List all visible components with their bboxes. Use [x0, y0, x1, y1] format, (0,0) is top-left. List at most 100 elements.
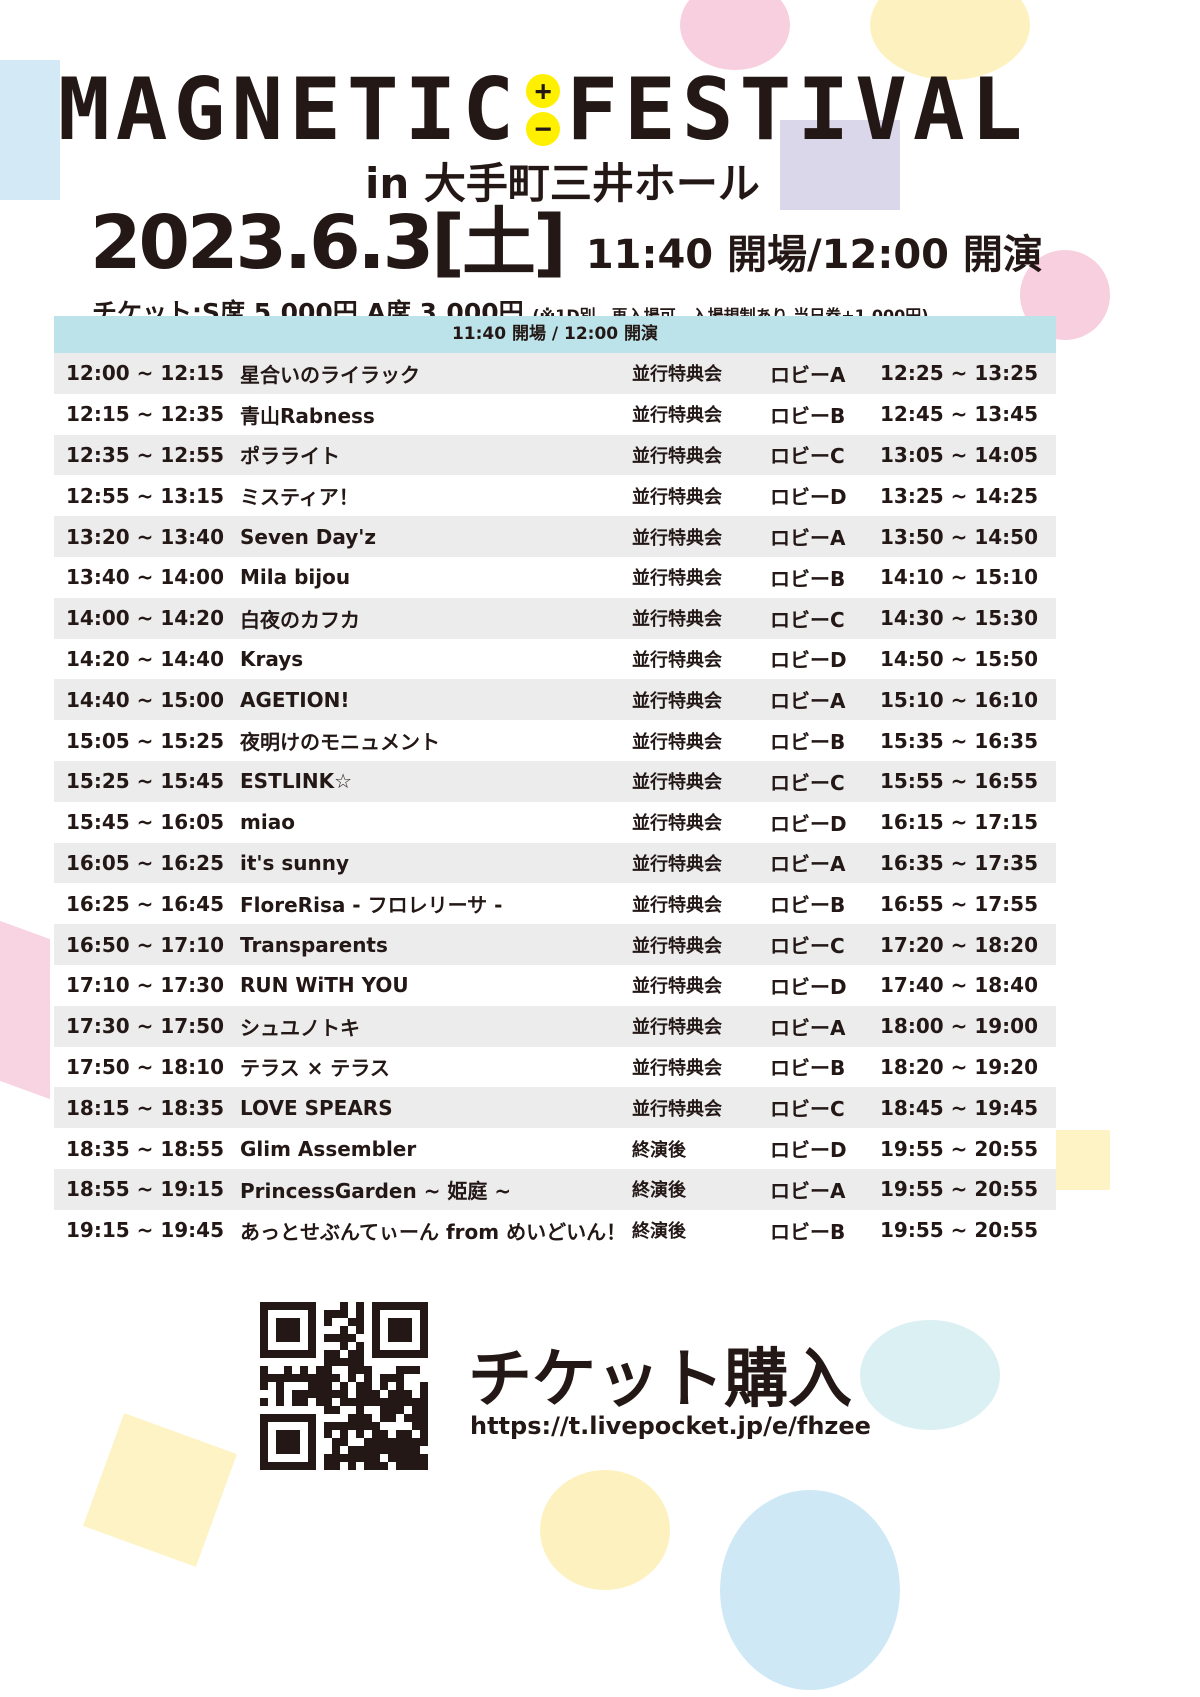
event-type: 並行特典会: [632, 445, 722, 467]
lobby-time: 17:20 ~ 18:20: [880, 932, 1039, 957]
performer: LOVE SPEARS: [240, 1095, 393, 1120]
stage-time: 16:50 ~ 17:10: [66, 932, 225, 957]
table-row: 13:20 ~ 13:40 Seven Day'z 並行特典会 ロビーA 13:50 ~…: [54, 516, 1056, 557]
stage-time: 18:15 ~ 18:35: [66, 1095, 225, 1120]
table-row: 12:00 ~ 12:15 星合いのライラック 並行特典会 ロビーA 12:25 ~ 1…: [54, 353, 1056, 394]
stage-time: 18:35 ~ 18:55: [66, 1136, 225, 1161]
lobby-time: 13:50 ~ 14:50: [880, 524, 1039, 549]
lobby: ロビーD: [770, 974, 847, 999]
lobby: ロビーB: [770, 730, 846, 755]
stage-time: 12:15 ~ 12:35: [66, 402, 225, 427]
stage-time: 15:25 ~ 15:45: [66, 769, 225, 794]
lobby-time: 16:15 ~ 17:15: [880, 810, 1039, 835]
event-type: 並行特典会: [632, 486, 722, 508]
lobby: ロビーD: [770, 648, 847, 673]
event-type: 終演後: [632, 1221, 686, 1243]
table-row: 17:10 ~ 17:30 RUN WiTH YOU 並行特典会 ロビーD 17:40 …: [54, 964, 1056, 1006]
lobby-time: 15:35 ~ 16:35: [880, 728, 1039, 753]
table-row: 14:00 ~ 14:20 白夜のカフカ 並行特典会 ロビーC 14:30 ~ 15:3…: [54, 597, 1056, 639]
ticket-url[interactable]: https://t.livepocket.jp/e/fhzee: [470, 1412, 871, 1440]
event-type: 並行特典会: [632, 731, 722, 753]
table-row: 15:05 ~ 15:25 夜明けのモニュメント 並行特典会 ロビーB 15:35 ~ …: [54, 720, 1056, 761]
performer: Transparents: [240, 932, 388, 957]
performer: RUN WiTH YOU: [240, 973, 409, 998]
qr-code-icon[interactable]: [260, 1302, 428, 1470]
table-row: 17:50 ~ 18:10 テラス × テラス 並行特典会 ロビーB 18:20 ~ 1…: [54, 1046, 1056, 1088]
lobby: ロビーA: [770, 852, 846, 877]
table-row: 18:55 ~ 19:15 PrincessGarden ~ 姫庭 ~ 終演後 ロビー…: [54, 1168, 1056, 1210]
timetable-header: 11:40 開場 / 12:00 開演: [54, 316, 1056, 353]
event-type: 終演後: [632, 1139, 686, 1161]
lobby-time: 18:20 ~ 19:20: [880, 1054, 1039, 1079]
table-row: 12:35 ~ 12:55 ポラライト 並行特典会 ロビーC 13:05 ~ 14:05: [54, 434, 1056, 476]
magnet-icon: + −: [526, 72, 561, 148]
date-line: 2023.6.3[土] 11:40 開場/12:00 開演: [90, 198, 1170, 288]
lobby: ロビーA: [770, 689, 846, 714]
performer: ミスティア！: [240, 485, 359, 510]
table-row: 18:15 ~ 18:35 LOVE SPEARS 並行特典会 ロビーC 18:45 ~…: [54, 1087, 1056, 1129]
stage-time: 15:45 ~ 16:05: [66, 810, 225, 835]
lobby: ロビーB: [770, 403, 846, 428]
lobby: ロビーC: [770, 607, 845, 632]
performer: ESTLINK☆: [240, 769, 353, 794]
lobby: ロビーC: [770, 770, 845, 795]
event-type: 並行特典会: [632, 894, 722, 916]
performer: Glim Assembler: [240, 1136, 417, 1161]
lobby-time: 18:45 ~ 19:45: [880, 1095, 1039, 1120]
performer: 夜明けのモニュメント: [240, 730, 440, 755]
lobby-time: 13:25 ~ 14:25: [880, 483, 1039, 508]
lobby-time: 19:55 ~ 20:55: [880, 1177, 1039, 1202]
event-type: 並行特典会: [632, 1017, 722, 1039]
event-type: 並行特典会: [632, 813, 722, 835]
stage-time: 15:05 ~ 15:25: [66, 728, 225, 753]
performer: AGETION!: [240, 687, 350, 712]
event-type: 並行特典会: [632, 364, 722, 386]
lobby-time: 15:10 ~ 16:10: [880, 687, 1039, 712]
lobby-time: 14:50 ~ 15:50: [880, 646, 1039, 671]
ticket-purchase-label: チケット購入: [468, 1343, 852, 1417]
table-row: 12:55 ~ 13:15 ミスティア！ 並行特典会 ロビーD 13:25 ~ 14:2…: [54, 475, 1056, 517]
table-row: 16:25 ~ 16:45 FloreRisa - フロレリーサ - 並行特典会 ロビ…: [54, 883, 1056, 925]
table-row: 16:05 ~ 16:25 it's sunny 並行特典会 ロビーA 16:35 ~ …: [54, 842, 1056, 884]
performer: it's sunny: [240, 850, 350, 875]
performer: Krays: [240, 646, 304, 671]
lobby: ロビーB: [770, 1219, 846, 1244]
title-left: MAGNETIC: [58, 60, 521, 160]
performer: FloreRisa - フロレリーサ -: [240, 893, 503, 918]
stage-time: 17:50 ~ 18:10: [66, 1054, 225, 1079]
lobby: ロビーD: [770, 811, 847, 836]
lobby: ロビーD: [770, 1138, 847, 1163]
performer: miao: [240, 810, 295, 835]
stage-time: 13:40 ~ 14:00: [66, 565, 225, 590]
table-row: 17:30 ~ 17:50 シュユノトキ 並行特典会 ロビーA 18:00 ~ 19:0…: [54, 1005, 1056, 1047]
lobby-time: 16:35 ~ 17:35: [880, 850, 1039, 875]
lobby: ロビーC: [770, 1097, 845, 1122]
event-type: 終演後: [632, 1180, 686, 1202]
table-row: 18:35 ~ 18:55 Glim Assembler 終演後 ロビーD 19:55 …: [54, 1128, 1056, 1169]
table-row: 16:50 ~ 17:10 Transparents 並行特典会 ロビーC 17:20 …: [54, 924, 1056, 965]
lobby: ロビーC: [770, 934, 845, 959]
stage-time: 16:05 ~ 16:25: [66, 850, 225, 875]
event-type: 並行特典会: [632, 609, 722, 631]
stage-time: 14:40 ~ 15:00: [66, 687, 225, 712]
event-type: 並行特典会: [632, 976, 722, 998]
event-type: 並行特典会: [632, 527, 722, 549]
performer: PrincessGarden ~ 姫庭 ~: [240, 1178, 512, 1203]
stage-time: 18:55 ~ 19:15: [66, 1177, 225, 1202]
table-row: 12:15 ~ 12:35 青山Rabness 並行特典会 ロビーB 12:45 ~ 1…: [54, 393, 1056, 435]
event-type: 並行特典会: [632, 690, 722, 712]
lobby-time: 15:55 ~ 16:55: [880, 769, 1039, 794]
event-type: 並行特典会: [632, 853, 722, 875]
stage-time: 19:15 ~ 19:45: [66, 1218, 225, 1243]
stage-time: 17:30 ~ 17:50: [66, 1014, 225, 1039]
lobby: ロビーB: [770, 893, 846, 918]
title-right: FESTIVAL: [566, 60, 1029, 160]
table-row: 14:20 ~ 14:40 Krays 並行特典会 ロビーD 14:50 ~ 15:50: [54, 638, 1056, 680]
performer: シュユノトキ: [240, 1015, 360, 1040]
timetable: 11:40 開場 / 12:00 開演 12:00 ~ 12:15 星合いのライラ…: [54, 316, 1056, 1251]
lobby-time: 13:05 ~ 14:05: [880, 442, 1039, 467]
table-row: 15:45 ~ 16:05 miao 並行特典会 ロビーD 16:15 ~ 17:15: [54, 801, 1056, 843]
venue: in 大手町三井ホール: [365, 159, 760, 208]
lobby: ロビーD: [770, 485, 847, 510]
lobby-time: 19:55 ~ 20:55: [880, 1136, 1039, 1161]
